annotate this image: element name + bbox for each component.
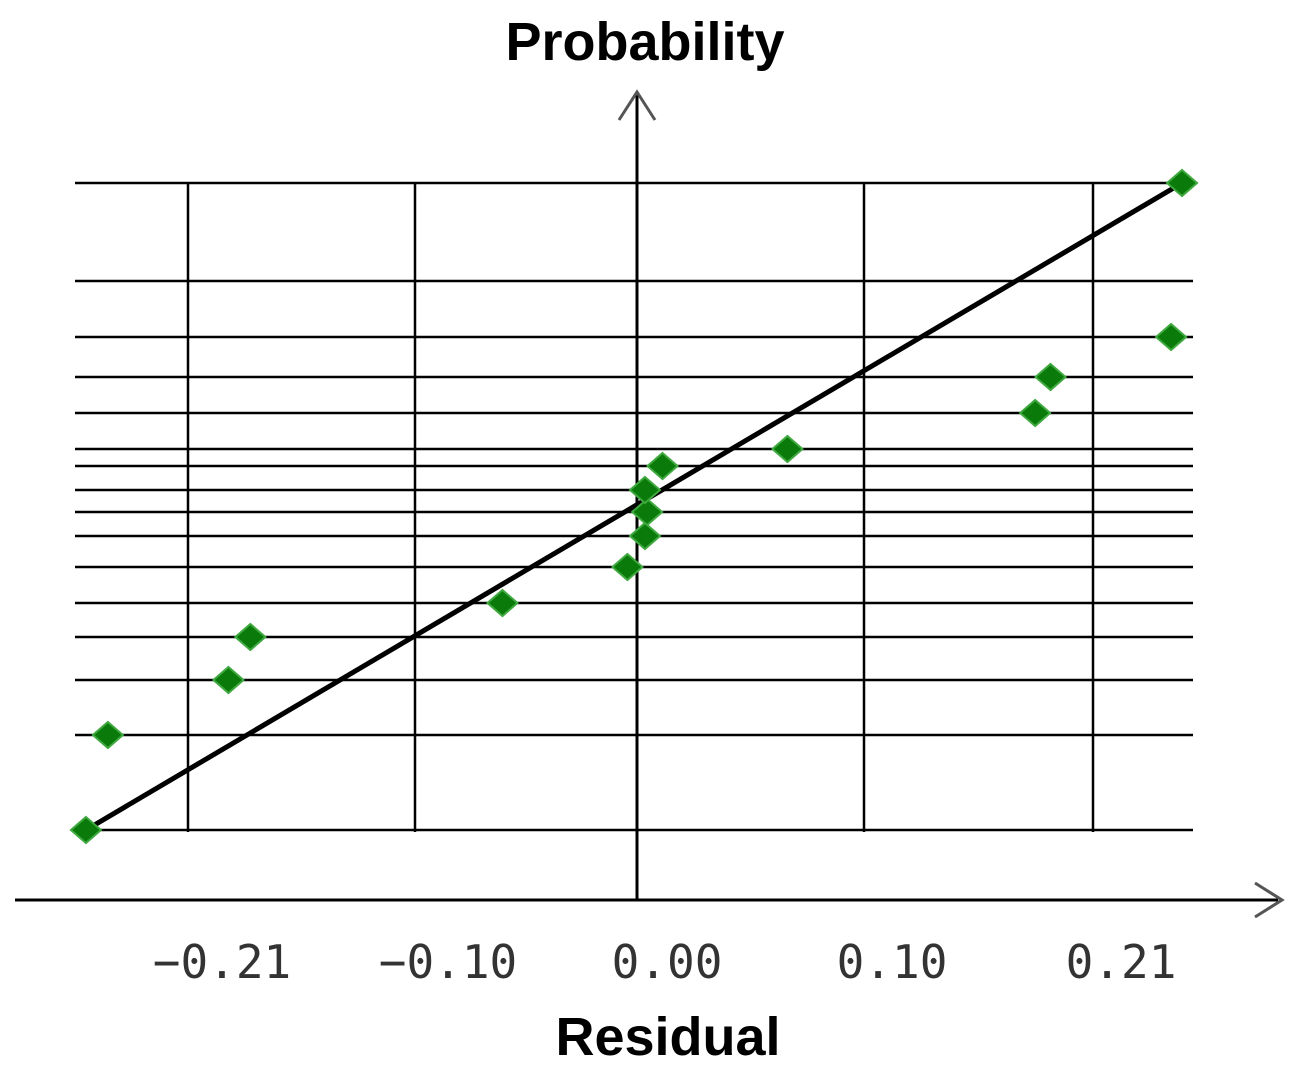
- y-axis-title: Probability: [505, 12, 784, 72]
- data-point: [91, 720, 125, 750]
- data-point: [770, 434, 804, 464]
- data-point: [628, 475, 662, 505]
- data-point: [1154, 322, 1188, 352]
- data-point: [485, 588, 519, 618]
- axes: [15, 89, 1285, 919]
- x-tick-labels: −0.21 −0.10 0.00 0.10 0.21: [153, 935, 1177, 989]
- data-point: [628, 521, 662, 551]
- data-point: [233, 622, 267, 652]
- data-point: [645, 451, 680, 481]
- x-tick-label: 0.10: [837, 935, 948, 989]
- data-point: [1018, 398, 1052, 428]
- fit-line: [84, 180, 1184, 833]
- x-tick-label: 0.00: [612, 935, 723, 989]
- data-point: [1165, 168, 1199, 198]
- data-point: [211, 665, 245, 695]
- x-tick-label: −0.10: [379, 935, 517, 989]
- fit-line-group: [84, 180, 1184, 833]
- x-tick-label: 0.21: [1066, 935, 1177, 989]
- data-point: [1033, 362, 1068, 392]
- data-points: [69, 168, 1199, 845]
- data-point: [630, 497, 664, 527]
- x-tick-label: −0.21: [153, 935, 291, 989]
- y-axis-arrow: [617, 89, 657, 121]
- x-axis-title: Residual: [555, 1007, 780, 1067]
- x-axis-arrow: [1254, 881, 1285, 919]
- data-point: [610, 552, 644, 582]
- data-point: [69, 815, 103, 845]
